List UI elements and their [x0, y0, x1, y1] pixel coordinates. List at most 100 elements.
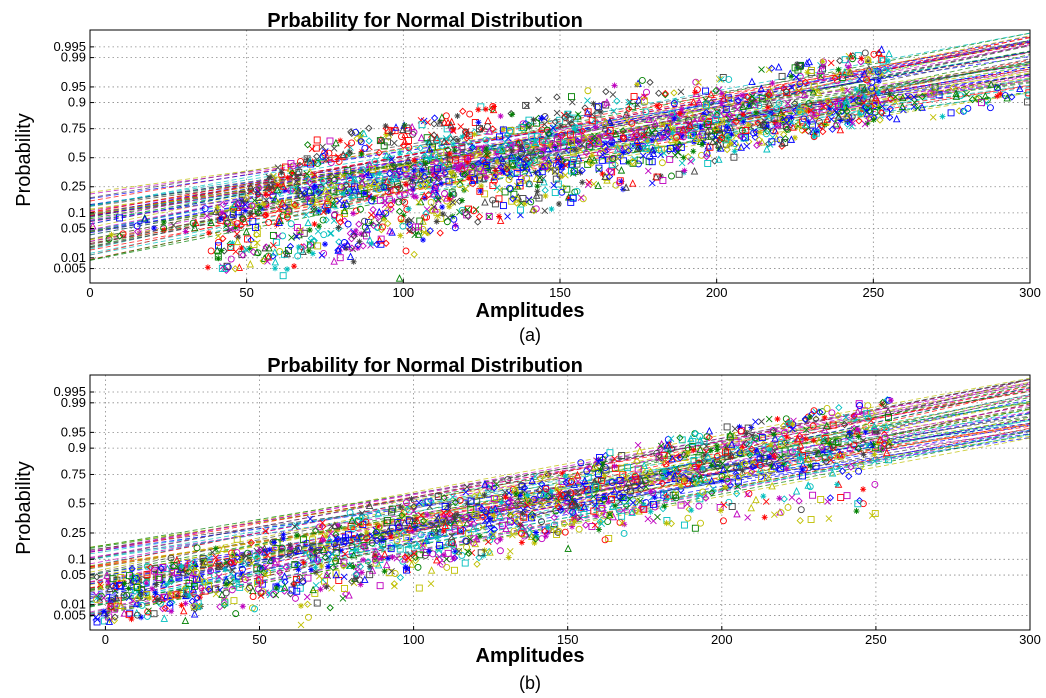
cloud-point-b-196: [484, 483, 493, 492]
cloud-point-b-749: [111, 613, 119, 621]
data-point-b-7-5-6: [812, 462, 820, 470]
data-point-a-7-0-13: [517, 175, 525, 183]
cloud-point-a-578: [304, 218, 312, 227]
cloud-point-a-565: [235, 263, 244, 271]
data-point-a-7-5-8: [814, 128, 821, 135]
data-point-b-2-0-5: [146, 563, 155, 571]
data-point-a-6-3-5: [358, 151, 365, 158]
cloud-point-b-568: [280, 572, 289, 580]
data-point-b-3-1-1: [290, 582, 297, 589]
x-tick-label-a-2: 100: [392, 285, 414, 300]
cloud-point-b-770: [797, 455, 804, 462]
data-point-a-3-2-3: [339, 200, 348, 208]
cloud-point-b-612: [157, 599, 165, 607]
cloud-point-a-844: [634, 101, 641, 108]
cloud-point-b-519: [638, 466, 647, 474]
data-point-b-1-4-10: [846, 445, 854, 453]
data-point-a-0-1-8: [291, 203, 298, 210]
data-point-b-3-2-0: [413, 541, 421, 550]
data-point-a-6-4-8: [430, 131, 438, 139]
data-point-a-2-7-7: [447, 117, 456, 126]
cloud-point-a-108: [836, 125, 845, 134]
cloud-point-b-308: [500, 505, 508, 512]
data-point-a-6-6-10: [568, 93, 575, 101]
cloud-point-a-208: [853, 86, 860, 93]
cloud-point-a-870: [286, 242, 295, 251]
cloud-point-b-329: [397, 503, 404, 510]
cloud-point-b-36: [363, 529, 370, 536]
data-point-a-3-0-7: [282, 249, 290, 257]
data-point-b-3-1-11: [374, 560, 383, 569]
cloud-point-b-462: [125, 611, 133, 619]
data-point-b-3-0-8: [236, 583, 244, 591]
data-point-a-6-6-5: [551, 118, 559, 126]
data-point-a-3-4-7: [420, 162, 428, 170]
cloud-point-b-680: [752, 434, 760, 442]
data-point-a-6-3-4: [361, 144, 369, 152]
data-point-b-6-3-4: [513, 498, 522, 506]
data-point-a-6-3-8: [365, 124, 373, 132]
data-point-a-2-2-0: [282, 187, 289, 194]
data-point-a-3-1-12: [323, 196, 332, 205]
data-point-a-6-5-3: [471, 131, 478, 138]
data-point-b-0-4-10: [836, 450, 844, 458]
cloud-point-a-699: [518, 143, 525, 150]
cloud-point-a-441: [759, 120, 767, 128]
cloud-point-a-137: [229, 206, 237, 214]
data-point-b-7-5-4: [799, 472, 807, 480]
cloud-point-b-400: [885, 414, 892, 422]
cloud-point-b-454: [487, 526, 494, 533]
data-point-a-2-4-9: [352, 128, 359, 136]
cloud-point-a-523: [275, 218, 283, 227]
data-point-a-0-2-13: [386, 169, 394, 178]
data-point-a-5-5-0: [652, 138, 660, 147]
cloud-point-a-228: [306, 178, 314, 187]
cloud-point-b-492: [674, 467, 682, 475]
cloud-point-b-779: [352, 570, 360, 578]
cloud-point-b-184: [756, 465, 765, 473]
cloud-point-b-239: [664, 449, 672, 458]
data-point-a-4-7-10: [685, 120, 692, 127]
cloud-point-b-787: [368, 539, 376, 547]
data-point-a-2-0-0: [204, 264, 211, 271]
cloud-point-a-825: [336, 218, 345, 226]
data-point-b-6-4-13: [702, 452, 709, 459]
data-point-b-4-1-7: [411, 557, 420, 565]
data-point-b-2-0-1: [103, 571, 111, 579]
cloud-point-a-175: [344, 220, 352, 228]
data-point-a-6-0-2: [238, 190, 246, 198]
cloud-point-a-562: [470, 207, 478, 215]
cloud-point-b-109: [528, 513, 537, 521]
cloud-point-b-809: [222, 566, 229, 573]
data-point-a-6-4-10: [454, 112, 461, 119]
cloud-point-b-828: [133, 611, 141, 619]
cloud-point-a-540: [360, 190, 368, 198]
data-point-a-6-1-4: [288, 169, 296, 177]
cloud-point-b-721: [290, 580, 298, 588]
cloud-point-a-726: [737, 132, 745, 140]
cloud-point-a-446: [370, 178, 378, 186]
cloud-point-b-167: [531, 535, 540, 543]
data-point-b-2-2-5: [456, 496, 464, 504]
data-point-a-5-3-10: [568, 160, 576, 168]
data-point-a-4-0-10: [358, 230, 365, 237]
cloud-point-b-136: [452, 548, 459, 555]
cloud-point-a-816: [616, 179, 624, 187]
cloud-point-a-188: [404, 218, 411, 225]
data-point-b-3-0-4: [190, 610, 199, 618]
cloud-point-b-801: [415, 499, 423, 507]
data-point-b-3-3-2: [580, 511, 588, 518]
data-point-a-0-0-6: [150, 225, 157, 232]
cloud-point-b-297: [739, 467, 746, 474]
cloud-point-a-768: [709, 137, 717, 146]
y-tick-label-a-5: 0.5: [68, 150, 86, 165]
cloud-point-a-704: [765, 90, 773, 99]
cloud-point-a-146: [347, 235, 356, 243]
data-point-a-5-1-7: [449, 198, 457, 207]
fit-line-b-56: [90, 422, 1030, 553]
cloud-point-a-712: [819, 58, 826, 65]
cloud-point-b-157: [571, 516, 579, 524]
cloud-point-a-156: [749, 93, 756, 100]
data-point-a-1-10-9: [987, 80, 995, 88]
cloud-point-a-794: [265, 243, 273, 252]
